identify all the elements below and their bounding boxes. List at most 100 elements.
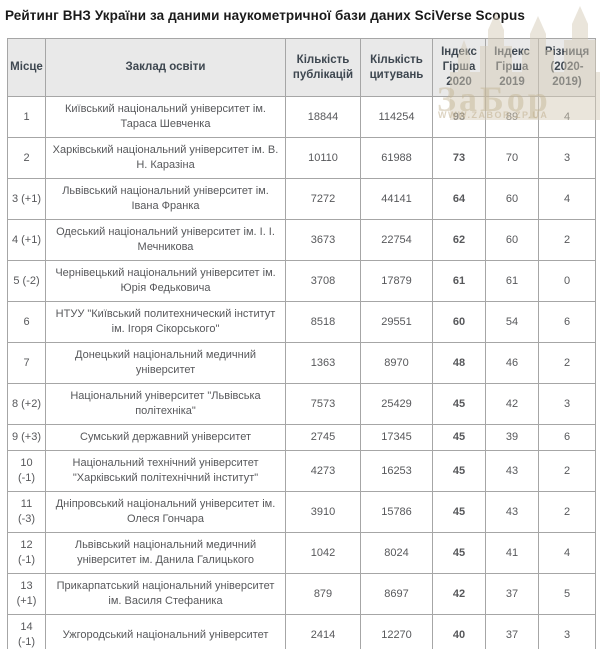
header-h-index-2019: Індекс Гірша 2019 xyxy=(485,38,539,97)
h-index-2019-cell: 42 xyxy=(485,383,539,425)
table-row: 8 (+2) Національний університет "Львівсь… xyxy=(7,383,596,425)
h-index-2019-cell: 37 xyxy=(485,614,539,649)
table-row: 3 (+1) Львівський національний університ… xyxy=(7,178,596,220)
difference-cell: 0 xyxy=(538,260,596,302)
h-index-2020-cell: 45 xyxy=(432,383,486,425)
place-cell: 11 (-3) xyxy=(7,491,46,533)
h-index-2019-cell: 43 xyxy=(485,450,539,492)
publications-cell: 3673 xyxy=(285,219,361,261)
h-index-2020-cell: 61 xyxy=(432,260,486,302)
table-row: 1 Київський національний університет ім.… xyxy=(7,96,596,138)
university-cell: Дніпровський національний університет ім… xyxy=(45,491,286,533)
university-cell: Львівський національний університет ім. … xyxy=(45,178,286,220)
publications-cell: 3708 xyxy=(285,260,361,302)
place-cell: 10 (-1) xyxy=(7,450,46,492)
place-cell: 13 (+1) xyxy=(7,573,46,615)
place-cell: 1 xyxy=(7,96,46,138)
place-cell: 2 xyxy=(7,137,46,179)
citations-cell: 22754 xyxy=(360,219,433,261)
place-cell: 12 (-1) xyxy=(7,532,46,574)
publications-cell: 1363 xyxy=(285,342,361,384)
header-place: Місце xyxy=(7,38,46,97)
difference-cell: 4 xyxy=(538,178,596,220)
place-cell: 5 (-2) xyxy=(7,260,46,302)
difference-cell: 2 xyxy=(538,491,596,533)
citations-cell: 17879 xyxy=(360,260,433,302)
citations-cell: 61988 xyxy=(360,137,433,179)
table-row: 11 (-3) Дніпровський національний універ… xyxy=(7,491,596,533)
university-cell: Прикарпатський національний університет … xyxy=(45,573,286,615)
university-cell: Національний університет "Львівська полі… xyxy=(45,383,286,425)
h-index-2020-cell: 48 xyxy=(432,342,486,384)
h-index-2019-cell: 60 xyxy=(485,219,539,261)
citations-cell: 8024 xyxy=(360,532,433,574)
h-index-2019-cell: 89 xyxy=(485,96,539,138)
h-index-2020-cell: 64 xyxy=(432,178,486,220)
publications-cell: 10110 xyxy=(285,137,361,179)
difference-cell: 4 xyxy=(538,96,596,138)
h-index-2020-cell: 73 xyxy=(432,137,486,179)
page-title: Рейтинг ВНЗ України за даними наукометри… xyxy=(5,8,525,23)
table-row: 5 (-2) Чернівецький національний універс… xyxy=(7,260,596,302)
difference-cell: 2 xyxy=(538,219,596,261)
citations-cell: 8697 xyxy=(360,573,433,615)
h-index-2019-cell: 39 xyxy=(485,424,539,451)
citations-cell: 16253 xyxy=(360,450,433,492)
h-index-2020-cell: 45 xyxy=(432,532,486,574)
header-citations: Кількість цитувань xyxy=(360,38,433,97)
citations-cell: 29551 xyxy=(360,301,433,343)
publications-cell: 18844 xyxy=(285,96,361,138)
citations-cell: 44141 xyxy=(360,178,433,220)
table-body: 1 Київський національний університет ім.… xyxy=(7,96,596,649)
citations-cell: 15786 xyxy=(360,491,433,533)
table-row: 12 (-1) Львівський національний медичний… xyxy=(7,532,596,574)
table-row: 9 (+3) Сумський державний університет 27… xyxy=(7,424,596,451)
header-h-index-2020: Індекс Гірша 2020 xyxy=(432,38,486,97)
header-difference: Різниця (2020-2019) xyxy=(538,38,596,97)
publications-cell: 2414 xyxy=(285,614,361,649)
publications-cell: 2745 xyxy=(285,424,361,451)
university-cell: Харківський національний університет ім.… xyxy=(45,137,286,179)
university-cell: Національний технічний університет "Харк… xyxy=(45,450,286,492)
table-row: 7 Донецький національний медичний універ… xyxy=(7,342,596,384)
university-cell: НТУУ "Київський политехнический інститут… xyxy=(45,301,286,343)
ranking-table: Місце Заклад освіти Кількість публікацій… xyxy=(7,38,596,649)
place-cell: 4 (+1) xyxy=(7,219,46,261)
table-row: 13 (+1) Прикарпатський національний унів… xyxy=(7,573,596,615)
h-index-2020-cell: 42 xyxy=(432,573,486,615)
place-cell: 7 xyxy=(7,342,46,384)
table-row: 6 НТУУ "Київський политехнический інстит… xyxy=(7,301,596,343)
citations-cell: 8970 xyxy=(360,342,433,384)
table-header: Місце Заклад освіти Кількість публікацій… xyxy=(7,38,596,97)
h-index-2020-cell: 93 xyxy=(432,96,486,138)
difference-cell: 4 xyxy=(538,532,596,574)
publications-cell: 8518 xyxy=(285,301,361,343)
difference-cell: 5 xyxy=(538,573,596,615)
citations-cell: 114254 xyxy=(360,96,433,138)
citations-cell: 12270 xyxy=(360,614,433,649)
h-index-2020-cell: 40 xyxy=(432,614,486,649)
publications-cell: 3910 xyxy=(285,491,361,533)
university-cell: Чернівецький національний університет ім… xyxy=(45,260,286,302)
university-cell: Одеський національний університет ім. І.… xyxy=(45,219,286,261)
place-cell: 3 (+1) xyxy=(7,178,46,220)
difference-cell: 2 xyxy=(538,342,596,384)
difference-cell: 6 xyxy=(538,301,596,343)
place-cell: 9 (+3) xyxy=(7,424,46,451)
h-index-2020-cell: 45 xyxy=(432,424,486,451)
h-index-2019-cell: 61 xyxy=(485,260,539,302)
university-cell: Ужгородський національний університет xyxy=(45,614,286,649)
university-cell: Донецький національний медичний універси… xyxy=(45,342,286,384)
difference-cell: 3 xyxy=(538,137,596,179)
place-cell: 14 (-1) xyxy=(7,614,46,649)
h-index-2019-cell: 46 xyxy=(485,342,539,384)
header-publications: Кількість публікацій xyxy=(285,38,361,97)
difference-cell: 6 xyxy=(538,424,596,451)
difference-cell: 3 xyxy=(538,614,596,649)
difference-cell: 2 xyxy=(538,450,596,492)
h-index-2020-cell: 60 xyxy=(432,301,486,343)
publications-cell: 4273 xyxy=(285,450,361,492)
difference-cell: 3 xyxy=(538,383,596,425)
publications-cell: 7272 xyxy=(285,178,361,220)
